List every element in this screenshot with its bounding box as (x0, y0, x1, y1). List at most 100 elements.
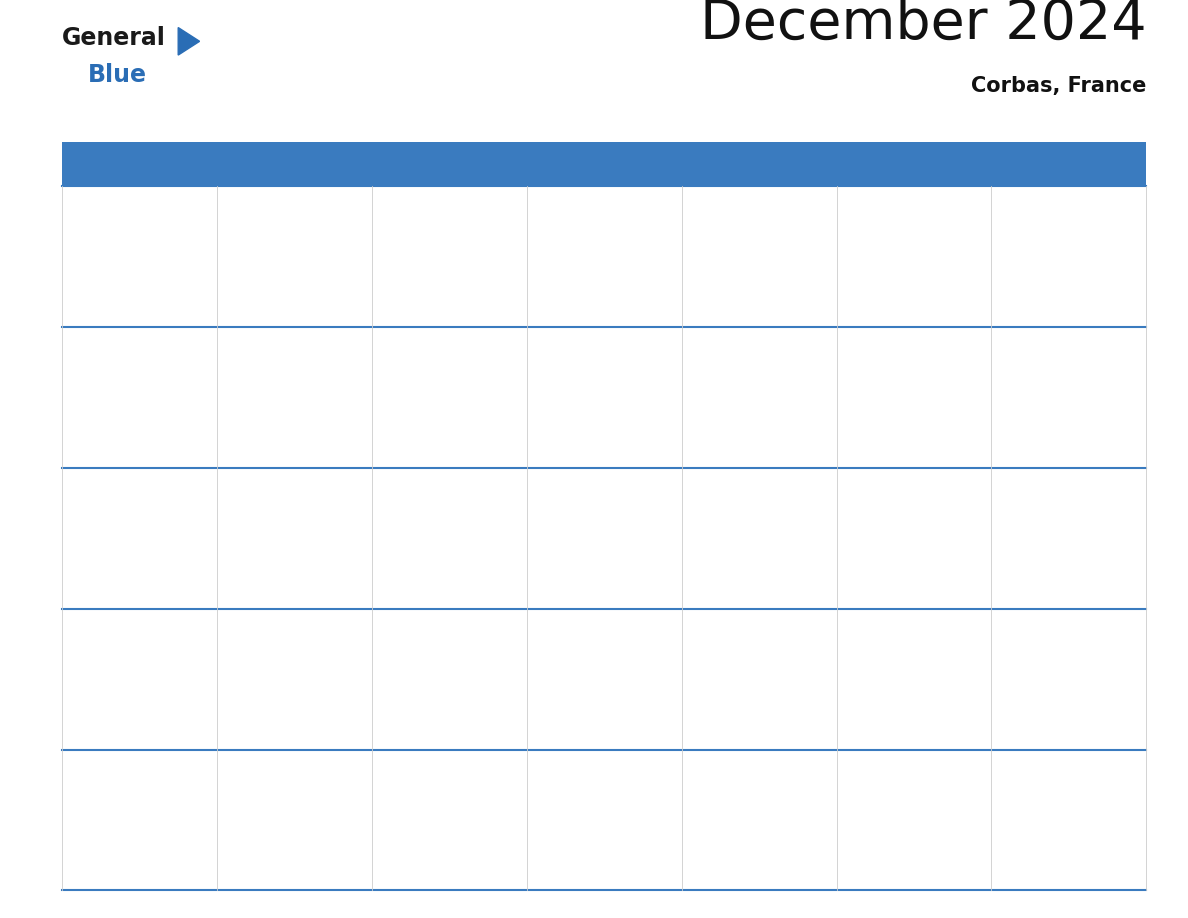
Text: 24: 24 (378, 616, 399, 634)
Text: Sunset: 5:04 PM: Sunset: 5:04 PM (222, 803, 324, 816)
Text: 28: 28 (998, 616, 1018, 634)
Text: and 49 minutes.: and 49 minutes. (998, 280, 1099, 293)
Text: 13: 13 (842, 334, 864, 353)
Text: 16: 16 (222, 476, 244, 493)
Text: Sunrise: 8:15 AM: Sunrise: 8:15 AM (222, 501, 329, 514)
Text: and 50 minutes.: and 50 minutes. (842, 280, 944, 293)
Text: Sunset: 4:56 PM: Sunset: 4:56 PM (532, 380, 634, 394)
Text: Daylight: 8 hours: Daylight: 8 hours (222, 682, 330, 695)
Text: 25: 25 (532, 616, 554, 634)
Text: Sunset: 4:56 PM: Sunset: 4:56 PM (998, 380, 1099, 394)
Text: Daylight: 8 hours: Daylight: 8 hours (378, 260, 486, 273)
Text: and 51 minutes.: and 51 minutes. (688, 280, 790, 293)
Text: and 40 minutes.: and 40 minutes. (222, 702, 324, 715)
Text: Sunset: 5:01 PM: Sunset: 5:01 PM (688, 662, 789, 675)
Text: Sunrise: 8:11 AM: Sunrise: 8:11 AM (688, 360, 794, 374)
Text: Sunrise: 8:00 AM: Sunrise: 8:00 AM (68, 219, 175, 232)
Text: Sunset: 4:56 PM: Sunset: 4:56 PM (998, 240, 1099, 252)
Text: 21: 21 (998, 476, 1018, 493)
Text: Daylight: 8 hours: Daylight: 8 hours (222, 400, 330, 414)
Text: Friday: Friday (843, 157, 899, 172)
Text: and 43 minutes.: and 43 minutes. (222, 844, 324, 856)
Text: 1: 1 (68, 194, 78, 212)
Text: Daylight: 8 hours: Daylight: 8 hours (842, 400, 950, 414)
Text: Daylight: 8 hours: Daylight: 8 hours (842, 260, 950, 273)
Text: and 41 minutes.: and 41 minutes. (688, 702, 789, 715)
Text: Sunset: 5:03 PM: Sunset: 5:03 PM (998, 662, 1099, 675)
Text: and 47 minutes.: and 47 minutes. (222, 420, 324, 434)
Text: Daylight: 8 hours: Daylight: 8 hours (222, 542, 330, 554)
Text: Sunrise: 8:19 AM: Sunrise: 8:19 AM (378, 642, 484, 655)
Text: 10: 10 (378, 334, 399, 353)
Text: Sunset: 4:56 PM: Sunset: 4:56 PM (68, 380, 169, 394)
Text: Daylight: 8 hours: Daylight: 8 hours (998, 542, 1105, 554)
Text: and 40 minutes.: and 40 minutes. (998, 562, 1099, 575)
Text: Corbas, France: Corbas, France (971, 76, 1146, 96)
Text: Sunset: 4:56 PM: Sunset: 4:56 PM (222, 521, 324, 534)
Text: and 46 minutes.: and 46 minutes. (378, 420, 480, 434)
Text: and 41 minutes.: and 41 minutes. (688, 562, 789, 575)
Text: Sunset: 4:57 PM: Sunset: 4:57 PM (378, 240, 479, 252)
Text: Daylight: 8 hours: Daylight: 8 hours (688, 400, 795, 414)
Text: 5: 5 (688, 194, 699, 212)
Text: Daylight: 8 hours: Daylight: 8 hours (68, 542, 176, 554)
Text: Sunset: 4:57 PM: Sunset: 4:57 PM (532, 240, 634, 252)
Text: and 43 minutes.: and 43 minutes. (68, 844, 170, 856)
Text: 18: 18 (532, 476, 554, 493)
Text: Sunrise: 8:04 AM: Sunrise: 8:04 AM (532, 219, 639, 232)
Text: and 53 minutes.: and 53 minutes. (532, 280, 634, 293)
Text: Daylight: 8 hours: Daylight: 8 hours (222, 823, 330, 836)
Text: Daylight: 8 hours: Daylight: 8 hours (68, 400, 176, 414)
Text: 22: 22 (68, 616, 89, 634)
Text: Sunset: 4:56 PM: Sunset: 4:56 PM (688, 240, 789, 252)
Text: Daylight: 8 hours: Daylight: 8 hours (378, 400, 486, 414)
Text: 8: 8 (68, 334, 78, 353)
Text: and 40 minutes.: and 40 minutes. (68, 702, 170, 715)
Text: 20: 20 (842, 476, 864, 493)
Text: Sunrise: 8:06 AM: Sunrise: 8:06 AM (842, 219, 949, 232)
Text: Sunset: 5:00 PM: Sunset: 5:00 PM (378, 662, 479, 675)
Text: Sunset: 4:56 PM: Sunset: 4:56 PM (842, 380, 943, 394)
Text: Sunrise: 8:11 AM: Sunrise: 8:11 AM (532, 360, 639, 374)
Text: Daylight: 8 hours: Daylight: 8 hours (998, 682, 1105, 695)
Text: Sunrise: 8:15 AM: Sunrise: 8:15 AM (378, 501, 484, 514)
Text: 12: 12 (688, 334, 709, 353)
Text: Sunrise: 8:16 AM: Sunrise: 8:16 AM (532, 501, 639, 514)
Text: Daylight: 8 hours: Daylight: 8 hours (532, 542, 640, 554)
Text: Daylight: 8 hours: Daylight: 8 hours (222, 260, 330, 273)
Text: Daylight: 8 hours: Daylight: 8 hours (688, 542, 795, 554)
Text: and 55 minutes.: and 55 minutes. (222, 280, 324, 293)
Text: Daylight: 8 hours: Daylight: 8 hours (842, 542, 950, 554)
Text: Daylight: 8 hours: Daylight: 8 hours (532, 682, 640, 695)
Text: 15: 15 (68, 476, 89, 493)
Text: Sunset: 4:58 PM: Sunset: 4:58 PM (68, 240, 169, 252)
Text: Sunset: 4:57 PM: Sunset: 4:57 PM (378, 521, 479, 534)
Text: Sunrise: 8:18 AM: Sunrise: 8:18 AM (998, 501, 1104, 514)
Text: Daylight: 8 hours: Daylight: 8 hours (68, 823, 176, 836)
Text: and 48 minutes.: and 48 minutes. (68, 420, 170, 434)
Text: 14: 14 (998, 334, 1018, 353)
Text: 2: 2 (222, 194, 233, 212)
Text: Sunrise: 8:05 AM: Sunrise: 8:05 AM (688, 219, 794, 232)
Text: Daylight: 8 hours: Daylight: 8 hours (532, 260, 640, 273)
Text: Sunday: Sunday (69, 157, 135, 172)
Text: Sunset: 4:59 PM: Sunset: 4:59 PM (68, 662, 169, 675)
Text: Sunset: 4:57 PM: Sunset: 4:57 PM (222, 240, 324, 252)
Text: 7: 7 (998, 194, 1007, 212)
Text: Sunset: 5:03 PM: Sunset: 5:03 PM (68, 803, 169, 816)
Text: Sunrise: 8:20 AM: Sunrise: 8:20 AM (68, 783, 173, 796)
Text: Thursday: Thursday (689, 157, 772, 172)
Text: Sunset: 4:58 PM: Sunset: 4:58 PM (998, 521, 1099, 534)
Text: and 41 minutes.: and 41 minutes. (532, 702, 634, 715)
Text: Sunrise: 8:20 AM: Sunrise: 8:20 AM (222, 783, 329, 796)
Text: Sunset: 4:59 PM: Sunset: 4:59 PM (222, 662, 324, 675)
Text: Sunrise: 8:01 AM: Sunrise: 8:01 AM (222, 219, 329, 232)
Text: and 45 minutes.: and 45 minutes. (532, 420, 634, 434)
Text: Sunrise: 8:13 AM: Sunrise: 8:13 AM (998, 360, 1104, 374)
Text: Daylight: 8 hours: Daylight: 8 hours (378, 823, 486, 836)
Text: Daylight: 8 hours: Daylight: 8 hours (688, 682, 795, 695)
Text: Sunrise: 8:20 AM: Sunrise: 8:20 AM (998, 642, 1104, 655)
Text: Daylight: 8 hours: Daylight: 8 hours (532, 400, 640, 414)
Text: Sunrise: 8:02 AM: Sunrise: 8:02 AM (378, 219, 484, 232)
Text: Daylight: 8 hours: Daylight: 8 hours (378, 682, 486, 695)
